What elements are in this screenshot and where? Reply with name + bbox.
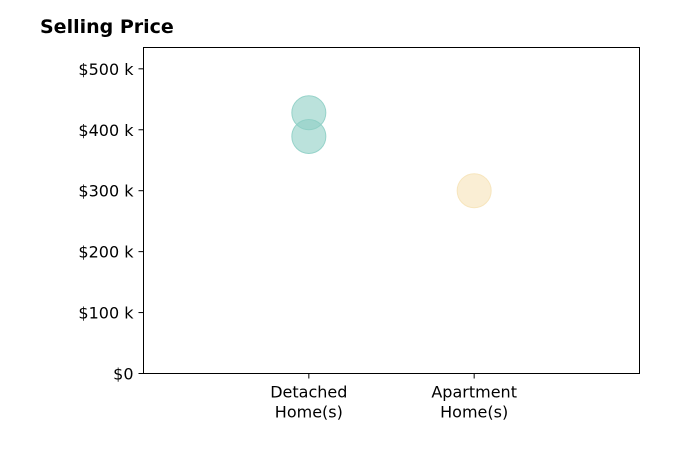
y-tick-label: $100 k	[78, 304, 134, 323]
y-tick-label: $300 k	[78, 182, 134, 201]
x-tick-label: Detached Home(s)	[270, 383, 347, 422]
points-layer	[291, 95, 492, 209]
y-tick-label: $200 k	[78, 243, 134, 262]
data-point	[456, 173, 492, 209]
y-tick-label: $400 k	[78, 121, 134, 140]
chart-title: Selling Price	[40, 16, 174, 38]
x-axis: Detached Home(s) Apartment Home(s)	[270, 373, 517, 422]
y-tick-label: $500 k	[78, 60, 134, 79]
y-axis: $0 $100 k $200 k $300 k $400 k $500 k	[78, 60, 144, 384]
x-tick-label: Apartment Home(s)	[431, 383, 517, 422]
data-point	[291, 118, 327, 154]
y-tick-label: $0	[113, 365, 133, 384]
plot-frame	[143, 47, 640, 374]
